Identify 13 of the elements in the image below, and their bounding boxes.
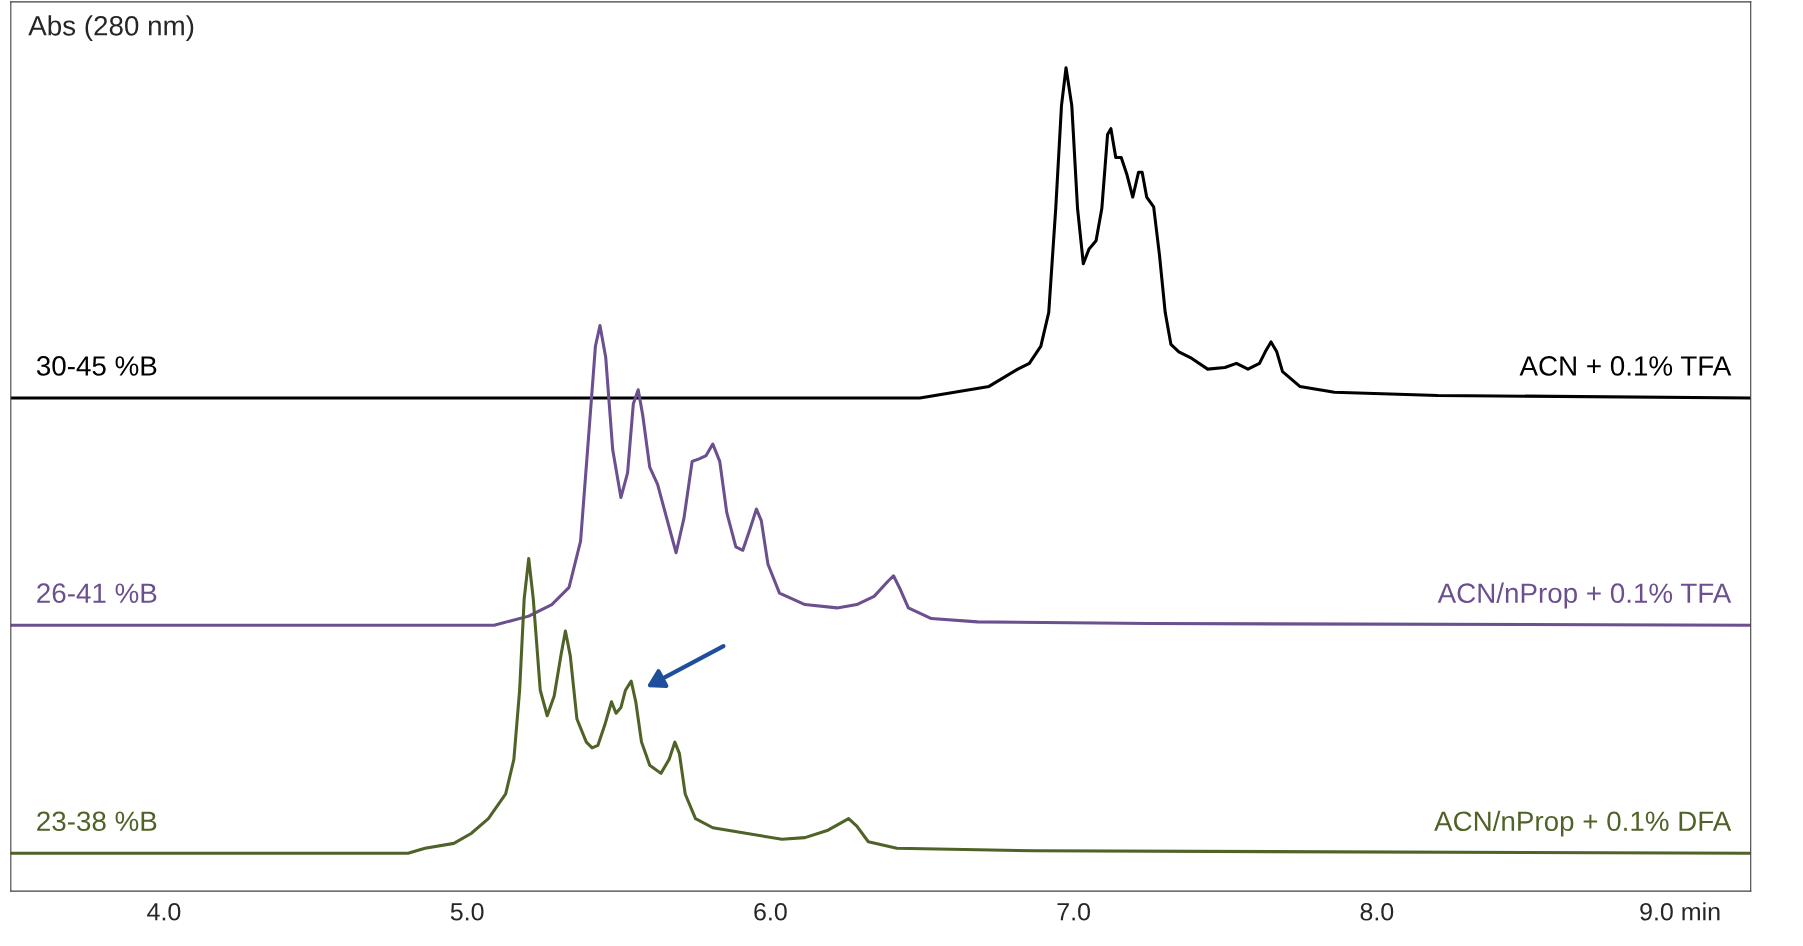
x-tick-label: 9.0 min	[1640, 902, 1720, 921]
x-tick-label: 6.0	[754, 902, 787, 921]
annotation: 26-41 %B	[37, 583, 157, 604]
series-label: ACN/nProp + 0.1% DFA	[1434, 810, 1732, 837]
y-axis-title: Abs (280 nm)	[28, 15, 194, 42]
x-tick-label: 8.0	[1360, 902, 1394, 921]
annotation: 23-38 %B	[37, 811, 157, 832]
x-tick-label: 4.0	[147, 902, 181, 921]
series-label: ACN/nProp + 0.1% TFA	[1437, 582, 1732, 609]
x-tick-label: 7.0	[1057, 902, 1091, 921]
series-label: ACN + 0.1% TFA	[1519, 356, 1732, 376]
annotation: 30-45 %B	[36, 356, 157, 376]
x-tick-label: 5.0	[450, 902, 484, 921]
